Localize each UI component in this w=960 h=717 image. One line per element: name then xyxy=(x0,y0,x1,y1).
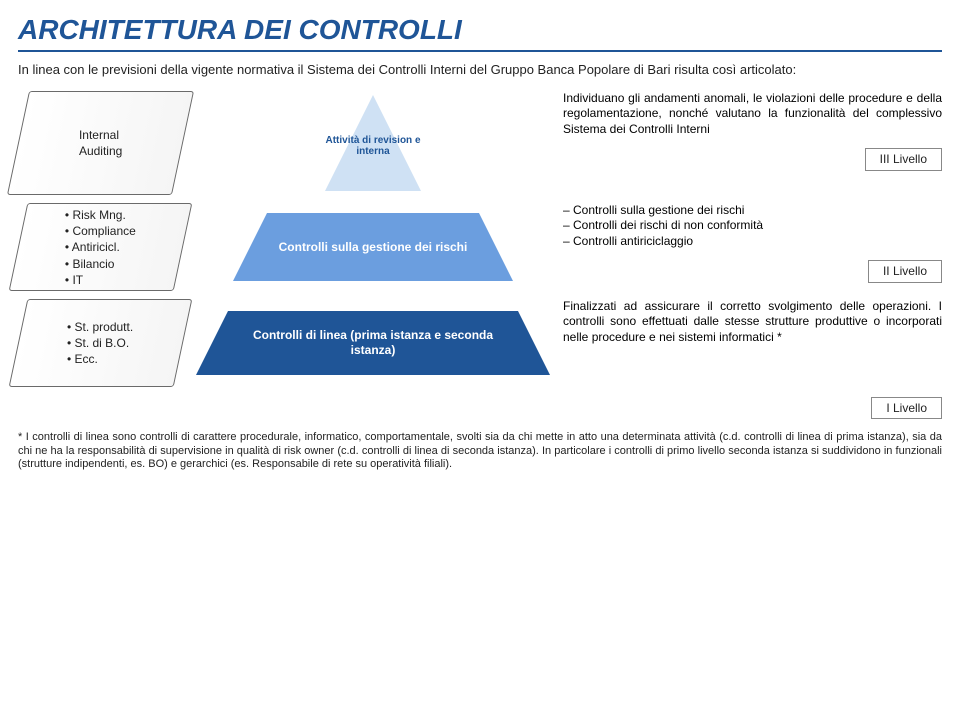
pyramid-bot: Controlli di linea (prima istanza e seco… xyxy=(228,311,518,375)
level3-desc: Individuano gli andamenti anomali, le vi… xyxy=(563,91,942,195)
pyramid-bot-cell: Controlli di linea (prima istanza e seco… xyxy=(193,299,553,387)
pyramid-bot-label: Controlli di linea (prima istanza e seco… xyxy=(228,311,518,375)
intro-text: In linea con le previsioni della vigente… xyxy=(0,62,960,87)
level2-item: Controlli dei rischi di non conformità xyxy=(563,218,942,234)
level1-desc: Finalizzati ad assicurare il corretto sv… xyxy=(563,299,942,387)
footnote: * I controlli di linea sono controlli di… xyxy=(0,425,960,472)
level3-badge: III Livello xyxy=(865,148,942,172)
leftbox-bullet: Ecc. xyxy=(67,351,133,367)
pyramid-top-shape: Attività di revision e interna xyxy=(325,95,421,191)
leftbox-risk: Risk Mng. Compliance Antiricicl. Bilanci… xyxy=(9,203,193,291)
level2-item: Controlli sulla gestione dei rischi xyxy=(563,203,942,219)
pyramid-mid: Controlli sulla gestione dei rischi xyxy=(267,213,479,281)
pyramid-mid-label: Controlli sulla gestione dei rischi xyxy=(267,213,479,281)
leftbox-line: Auditing xyxy=(79,143,122,159)
level2-row: Risk Mng. Compliance Antiricicl. Bilanci… xyxy=(0,199,960,295)
level1-text: Finalizzati ad assicurare il corretto sv… xyxy=(563,299,942,346)
pyramid-top-cell: Attività di revision e interna xyxy=(193,91,553,195)
level1-badge: I Livello xyxy=(871,397,942,419)
level1-row-content: St. produtt. St. di B.O. Ecc. Controlli … xyxy=(0,295,960,391)
leftbox-line: Internal xyxy=(79,127,122,143)
leftbox-bullet: Bilancio xyxy=(65,255,136,271)
level1-badge-row: I Livello xyxy=(0,391,960,425)
leftbox-auditing-text: Internal Auditing xyxy=(79,127,122,159)
level2-item: Controlli antiriciclaggio xyxy=(563,234,942,250)
pyramid-mid-cell: Controlli sulla gestione dei rischi xyxy=(193,203,553,291)
page-title: ARCHITETTURA DEI CONTROLLI xyxy=(0,0,960,50)
level2-badge: II Livello xyxy=(868,260,942,284)
level2-desc: Controlli sulla gestione dei rischi Cont… xyxy=(563,203,942,291)
leftbox-bullet: Compliance xyxy=(65,223,136,239)
leftbox-bullet: Antiricicl. xyxy=(65,239,136,255)
leftbox-bullet: Risk Mng. xyxy=(65,206,136,222)
leftbox-bullet: St. produtt. xyxy=(67,319,133,335)
level3-text: Individuano gli andamenti anomali, le vi… xyxy=(563,91,942,138)
leftbox-risk-text: Risk Mng. Compliance Antiricicl. Bilanci… xyxy=(65,206,136,287)
title-underline xyxy=(18,50,942,52)
level3-row: Internal Auditing Attività di revision e… xyxy=(0,87,960,199)
leftbox-bullet: IT xyxy=(65,271,136,287)
leftbox-bullet: St. di B.O. xyxy=(67,335,133,351)
leftbox-strutture: St. produtt. St. di B.O. Ecc. xyxy=(9,299,193,387)
leftbox-auditing: Internal Auditing xyxy=(7,91,194,195)
level2-list: Controlli sulla gestione dei rischi Cont… xyxy=(563,203,942,250)
pyramid-top: Attività di revision e interna xyxy=(325,95,421,191)
pyramid-mid-shape: Controlli sulla gestione dei rischi xyxy=(267,213,479,281)
leftbox-strutture-text: St. produtt. St. di B.O. Ecc. xyxy=(67,319,133,368)
pyramid-top-label: Attività di revision e interna xyxy=(313,135,433,157)
pyramid-bot-shape: Controlli di linea (prima istanza e seco… xyxy=(228,311,518,375)
